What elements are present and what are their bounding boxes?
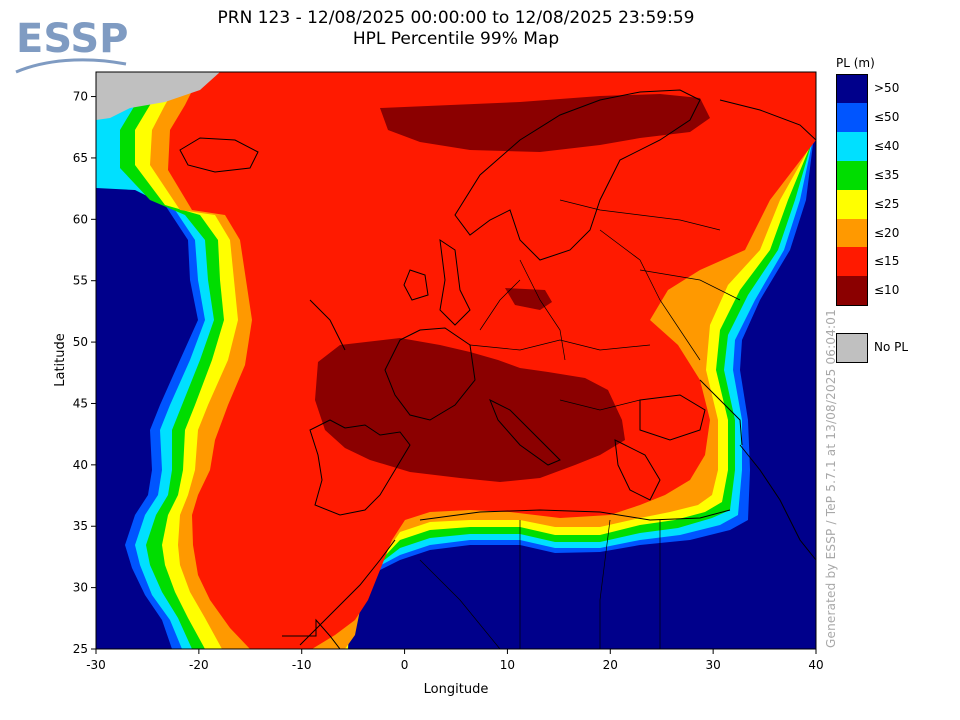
legend-no-pl-label: No PL — [874, 340, 909, 355]
legend-label: ≤20 — [874, 225, 900, 240]
logo-swoosh — [15, 58, 127, 74]
legend-swatch — [836, 247, 868, 277]
x-tick-label: 30 — [706, 658, 721, 672]
legend-swatch — [836, 74, 868, 104]
y-tick-label: 25 — [73, 642, 88, 656]
legend-swatch — [836, 160, 868, 191]
legend-swatch — [836, 189, 868, 219]
legend-label: >50 — [874, 81, 900, 95]
legend-swatch — [836, 131, 868, 162]
x-tick-label: 10 — [500, 658, 515, 672]
legend-label: ≤40 — [874, 138, 900, 153]
x-tick-label: 0 — [401, 658, 409, 672]
logo-text: ESSP — [16, 16, 128, 62]
y-axis-label: Latitude — [53, 333, 68, 387]
x-tick-label: 20 — [603, 658, 618, 672]
zone-le10-patch — [505, 288, 552, 310]
zone-le10-central — [315, 338, 625, 482]
y-tick-label: 60 — [73, 212, 88, 226]
plot-frame — [95, 71, 817, 650]
x-tick-label: 40 — [808, 658, 823, 672]
x-tick-label: -10 — [292, 658, 312, 672]
legend: PL (m) >50 ≤50 ≤40 ≤35 ≤25 ≤20 ≤15 ≤10 No PL — [836, 56, 956, 364]
legend-label: ≤35 — [874, 167, 900, 182]
title-line-2: HPL Percentile 99% Map — [352, 29, 560, 49]
country-borders — [419, 199, 741, 649]
y-tick-label: 50 — [73, 335, 88, 349]
y-axis-ticks: 25 30 35 40 45 50 55 60 65 70 — [73, 90, 96, 656]
legend-no-pl-swatch — [836, 333, 868, 364]
legend-swatch — [836, 276, 868, 306]
x-axis-label: Longitude — [424, 682, 489, 697]
coastlines — [179, 89, 816, 649]
essp-logo: ESSP — [14, 10, 144, 85]
legend-label: ≤10 — [874, 283, 900, 298]
legend-label: ≤25 — [874, 196, 900, 211]
legend-label: ≤50 — [874, 109, 900, 124]
y-tick-label: 65 — [73, 151, 88, 165]
zone-no-pl — [96, 72, 220, 120]
x-axis-ticks: -30 -20 -10 0 10 20 30 40 — [86, 649, 824, 672]
legend-swatch — [836, 102, 868, 133]
legend-title: PL (m) — [836, 56, 875, 70]
y-tick-label: 35 — [73, 519, 88, 533]
y-tick-label: 30 — [73, 581, 88, 595]
title-line-1: PRN 123 - 12/08/2025 00:00:00 to 12/08/2… — [217, 8, 695, 28]
x-tick-label: -20 — [189, 658, 209, 672]
legend-label: ≤15 — [874, 254, 900, 269]
x-tick-label: -30 — [86, 658, 106, 672]
y-tick-label: 55 — [73, 274, 88, 288]
y-tick-label: 70 — [73, 90, 88, 104]
chart-title: PRN 123 - 12/08/2025 00:00:00 to 12/08/2… — [96, 8, 816, 50]
zone-le10-north — [380, 94, 710, 152]
y-tick-label: 45 — [73, 396, 88, 410]
y-tick-label: 40 — [73, 458, 88, 472]
map-plot-area — [96, 72, 816, 649]
legend-swatch — [836, 218, 868, 248]
